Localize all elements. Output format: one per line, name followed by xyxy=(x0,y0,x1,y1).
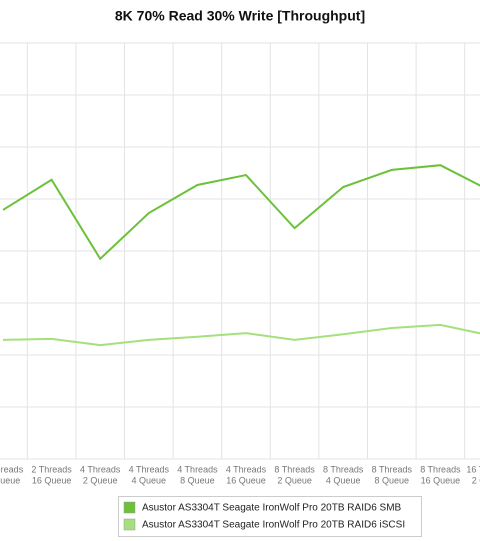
x-tick-label: 16 Queue xyxy=(226,475,266,485)
x-tick-label: 2 Threads xyxy=(0,464,24,474)
x-tick-label: 4 Threads xyxy=(226,464,267,474)
x-tick-label: 16 Queue xyxy=(32,475,72,485)
legend-swatch xyxy=(123,501,136,514)
legend-label: Asustor AS3304T Seagate IronWolf Pro 20T… xyxy=(142,520,405,531)
x-tick-label: 16 Queue xyxy=(421,475,461,485)
series-line xyxy=(2,323,480,347)
x-tick-label: 8 Queue xyxy=(0,475,20,485)
x-tick-label: 4 Queue xyxy=(326,475,361,485)
x-tick-label: 2 Queue xyxy=(472,475,480,485)
x-tick-label: 8 Threads xyxy=(274,464,315,474)
x-tick-label: 8 Queue xyxy=(180,475,215,485)
x-tick-label: 4 Threads xyxy=(177,464,218,474)
x-tick-label: 2 Queue xyxy=(83,475,118,485)
series-line xyxy=(2,164,480,261)
x-tick-label: 4 Threads xyxy=(80,464,121,474)
x-tick-label: 2 Threads xyxy=(31,464,72,474)
x-tick-label: 16 Threads xyxy=(466,464,480,474)
chart-title: 8K 70% Read 30% Write [Throughput] xyxy=(115,8,365,24)
x-tick-label: 8 Threads xyxy=(372,464,413,474)
x-tick-label: 8 Threads xyxy=(420,464,461,474)
x-tick-label: 2 Queue xyxy=(277,475,312,485)
x-tick-label: 4 Queue xyxy=(132,475,167,485)
legend-box xyxy=(118,496,422,537)
x-tick-label: 8 Threads xyxy=(323,464,364,474)
x-tick-label: 4 Threads xyxy=(129,464,170,474)
legend-swatch xyxy=(123,518,136,531)
x-tick-label: 8 Queue xyxy=(375,475,410,485)
legend-label: Asustor AS3304T Seagate IronWolf Pro 20T… xyxy=(142,503,402,514)
